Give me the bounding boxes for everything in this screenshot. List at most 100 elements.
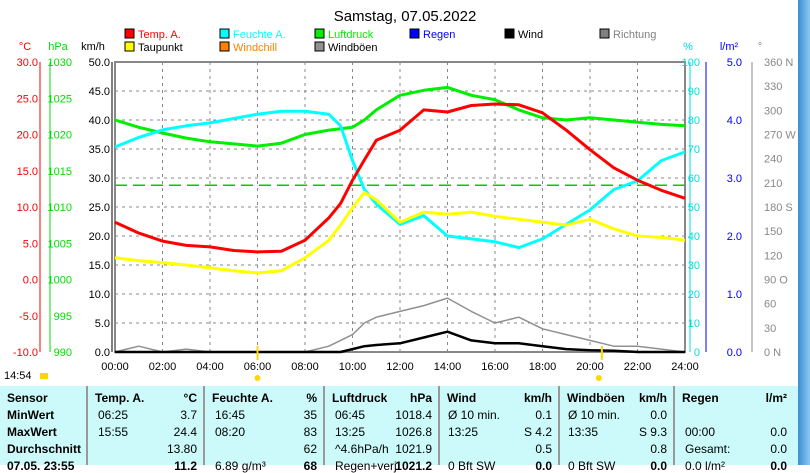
temp-tick-label: 10.0	[17, 202, 38, 214]
column-unit: km/h	[524, 391, 552, 405]
legend-label: Richtung	[613, 29, 656, 41]
sun-icon	[255, 375, 261, 381]
cell-time: 06:45	[335, 408, 365, 422]
wind-tick-label: 25.0	[89, 202, 110, 214]
legend-swatch	[600, 29, 609, 38]
wind-tick-label: 0.0	[95, 347, 110, 359]
axis-unit-dir: °	[758, 41, 762, 53]
rain-tick-label: 3.0	[727, 173, 742, 185]
press-tick-label: 1000	[48, 275, 72, 287]
temp-tick-label: 30.0	[17, 57, 38, 69]
press-tick-label: 1005	[48, 238, 72, 250]
wind-tick-label: 5.0	[95, 318, 110, 330]
cell-value: 0.1	[535, 408, 552, 422]
cell-value: 13.80	[167, 442, 197, 456]
temp-tick-label: 0.0	[23, 275, 38, 287]
column-unit: l/m²	[766, 391, 787, 405]
wind-tick-label: 10.0	[89, 289, 110, 301]
cell-time: 0.0 l/m²	[685, 459, 725, 473]
cell-time: 16:45	[215, 408, 245, 422]
scrollbar[interactable]	[798, 0, 810, 465]
x-tick-label: 06:00	[244, 361, 272, 373]
cell-time: 06:25	[98, 408, 128, 422]
legend-label: Windböen	[328, 42, 378, 54]
dir-tick-label: 60	[764, 299, 776, 311]
legend-swatch	[505, 29, 514, 38]
cell-time: 13:35	[568, 425, 598, 439]
column-unit: hPa	[410, 391, 432, 405]
wind-tick-label: 15.0	[89, 260, 110, 272]
rain-tick-label: 5.0	[727, 57, 742, 69]
x-tick-label: 16:00	[481, 361, 509, 373]
dir-tick-label: 240	[764, 154, 782, 166]
x-tick-label: 08:00	[291, 361, 319, 373]
cell-time: Ø 10 min.	[568, 408, 620, 422]
wind-tick-label: 45.0	[89, 86, 110, 98]
press-tick-label: 1010	[48, 202, 72, 214]
cell-value: 68	[304, 459, 317, 473]
rain-tick-label: 2.0	[727, 231, 742, 243]
row-label: 07.05. 23:55	[7, 459, 74, 473]
cell-value: 3.7	[180, 408, 197, 422]
x-tick-label: 18:00	[529, 361, 557, 373]
cell-value: 83	[304, 425, 317, 439]
wind-tick-label: 20.0	[89, 231, 110, 243]
rain-tick-label: 0.0	[727, 347, 742, 359]
legend-swatch	[315, 29, 324, 38]
legend-swatch	[315, 42, 324, 51]
dir-tick-label: 150	[764, 226, 782, 238]
column-header: Windböen	[567, 391, 625, 405]
cell-value: 0.0	[650, 408, 667, 422]
cell-value: 62	[304, 442, 317, 456]
cell-value: 24.4	[174, 425, 197, 439]
dir-tick-label: 300	[764, 105, 782, 117]
temp-tick-label: 25.0	[17, 93, 38, 105]
wind-tick-label: 30.0	[89, 173, 110, 185]
dir-tick-label: 330	[764, 81, 782, 93]
legend-swatch	[410, 29, 419, 38]
press-tick-label: 1020	[48, 130, 72, 142]
cell-time: Gesamt:	[685, 442, 730, 456]
rain-tick-label: 4.0	[727, 115, 742, 127]
row-label: Durchschnitt	[7, 442, 81, 456]
legend-label: Luftdruck	[328, 29, 374, 41]
cell-value: 1026.8	[395, 425, 432, 439]
press-tick-label: 1025	[48, 93, 72, 105]
x-tick-label: 24:00	[671, 361, 699, 373]
row-label: MinWert	[7, 408, 54, 422]
dir-tick-label: 180 S	[764, 202, 793, 214]
legend-label: Temp. A.	[138, 29, 181, 41]
cell-value: 0.0	[770, 442, 787, 456]
wind-tick-label: 40.0	[89, 115, 110, 127]
cell-time: Ø 10 min.	[448, 408, 500, 422]
cell-time: 0 Bft SW	[568, 459, 615, 473]
cell-time: 13:25	[448, 425, 478, 439]
cell-time: 00:00	[685, 425, 715, 439]
cell-value: 0.0	[770, 459, 787, 473]
legend-swatch	[125, 42, 134, 51]
x-tick-label: 10:00	[339, 361, 367, 373]
now-marker	[40, 373, 48, 379]
x-tick-label: 12:00	[386, 361, 414, 373]
legend-label: Windchill	[233, 42, 277, 54]
sun-icon	[596, 375, 602, 381]
x-tick-label: 20:00	[576, 361, 604, 373]
axis-unit-wind: km/h	[81, 41, 105, 53]
rain-tick-label: 1.0	[727, 289, 742, 301]
press-tick-label: 1015	[48, 166, 72, 178]
x-tick-label: 02:00	[149, 361, 177, 373]
hum-tick-label: 100	[682, 57, 700, 69]
cell-value: 0.5	[535, 442, 552, 456]
press-tick-label: 995	[54, 311, 72, 323]
x-tick-label: 14:00	[434, 361, 462, 373]
row-label: MaxWert	[7, 425, 57, 439]
cell-value: S 9.3	[639, 425, 667, 439]
temp-tick-label: 20.0	[17, 130, 38, 142]
cell-value: 1018.4	[395, 408, 432, 422]
wind-tick-label: 50.0	[89, 57, 110, 69]
